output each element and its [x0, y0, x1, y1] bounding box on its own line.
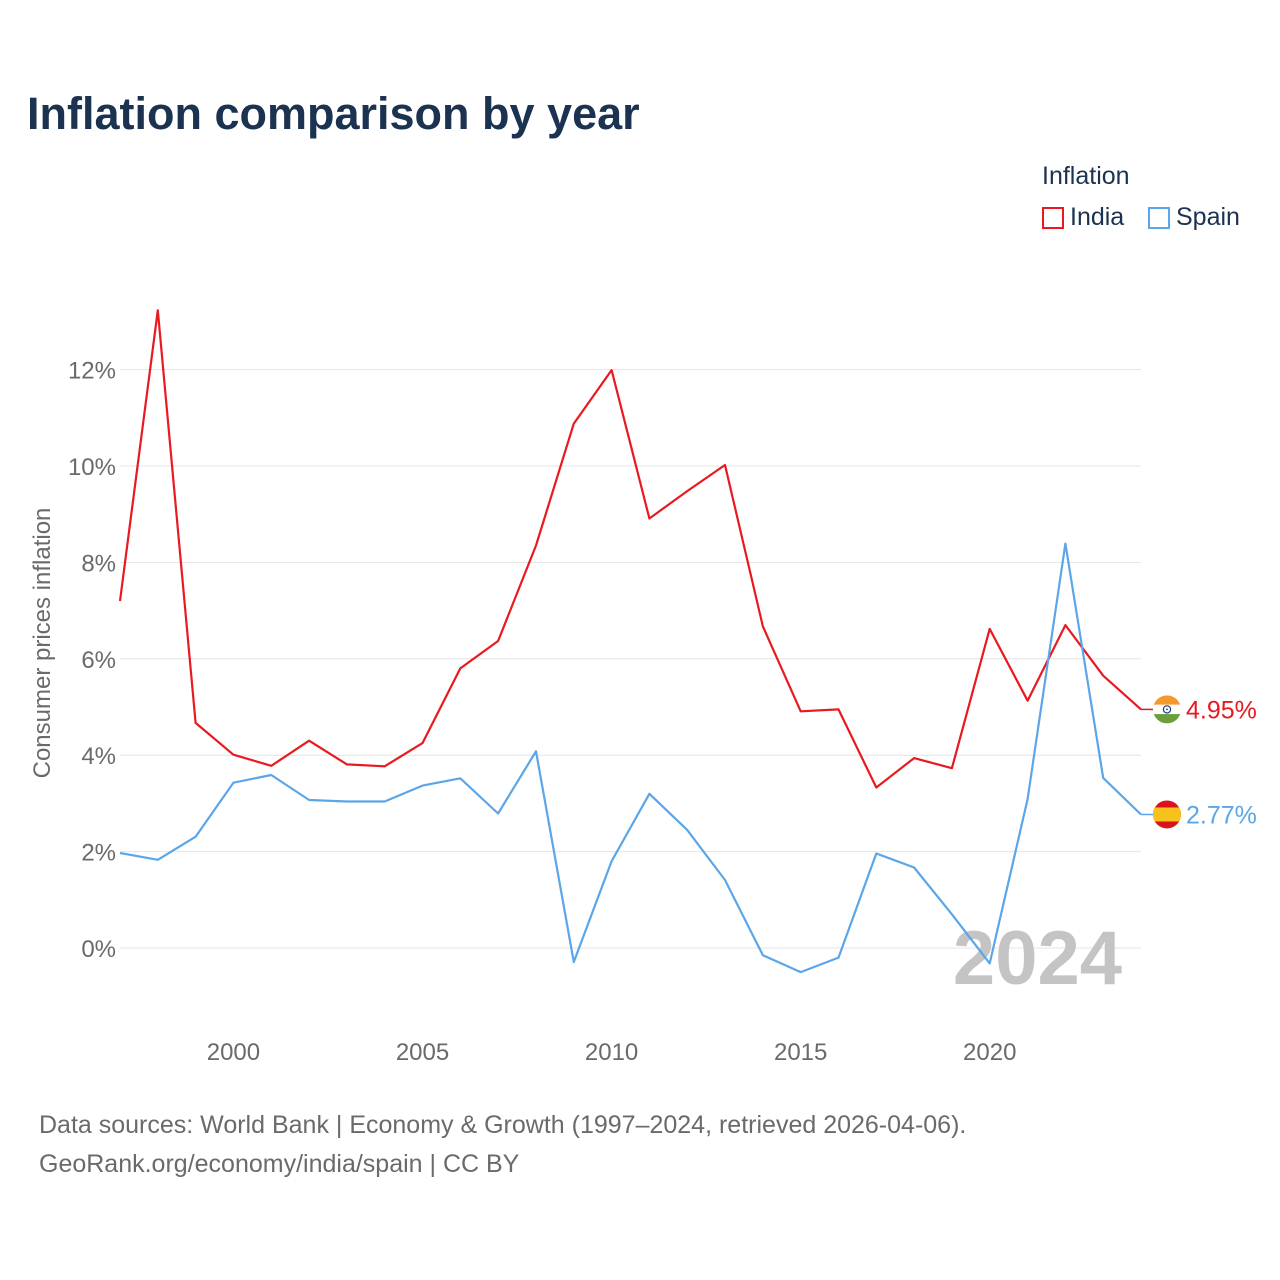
y-axis-label: Consumer prices inflation	[29, 508, 56, 779]
y-tick-label: 8%	[81, 550, 116, 577]
y-tick-label: 6%	[81, 647, 116, 674]
y-tick-label: 0%	[81, 936, 116, 963]
chart-title: Inflation comparison by year	[27, 88, 640, 139]
y-tick-label: 12%	[68, 358, 116, 385]
legend-label-spain: Spain	[1176, 203, 1240, 231]
x-tick-label: 2005	[396, 1039, 449, 1066]
series-line-india[interactable]	[118, 309, 1142, 789]
y-tick-label: 2%	[81, 840, 116, 867]
x-tick-label: 2010	[585, 1039, 638, 1066]
footer-source: Data sources: World Bank | Economy & Gro…	[39, 1111, 967, 1139]
flag-india-icon	[1153, 695, 1181, 724]
y-tick-label: 4%	[81, 743, 116, 770]
series-line-spain[interactable]	[119, 542, 1142, 974]
legend-label-india: India	[1070, 203, 1125, 231]
legend-item-spain[interactable]: Spain	[1148, 203, 1240, 232]
footer-link[interactable]: GeoRank.org/economy/india/spain | CC BY	[39, 1150, 520, 1178]
legend-item-india[interactable]: India	[1042, 203, 1124, 232]
legend-swatch-india	[1042, 206, 1064, 229]
y-tick-label: 10%	[68, 454, 116, 481]
legend-title: Inflation	[1042, 162, 1130, 190]
year-watermark: 2024	[953, 916, 1122, 1001]
end-value-spain: 2.77%	[1186, 801, 1257, 829]
x-tick-label: 2015	[774, 1039, 827, 1066]
legend-swatch-spain	[1148, 206, 1170, 229]
flag-spain-icon	[1153, 800, 1181, 829]
end-value-india: 4.95%	[1186, 696, 1257, 724]
x-tick-label: 2020	[963, 1039, 1016, 1066]
x-tick-label: 2000	[207, 1039, 260, 1066]
footer: Data sources: World Bank | Economy & Gro…	[39, 1106, 966, 1184]
